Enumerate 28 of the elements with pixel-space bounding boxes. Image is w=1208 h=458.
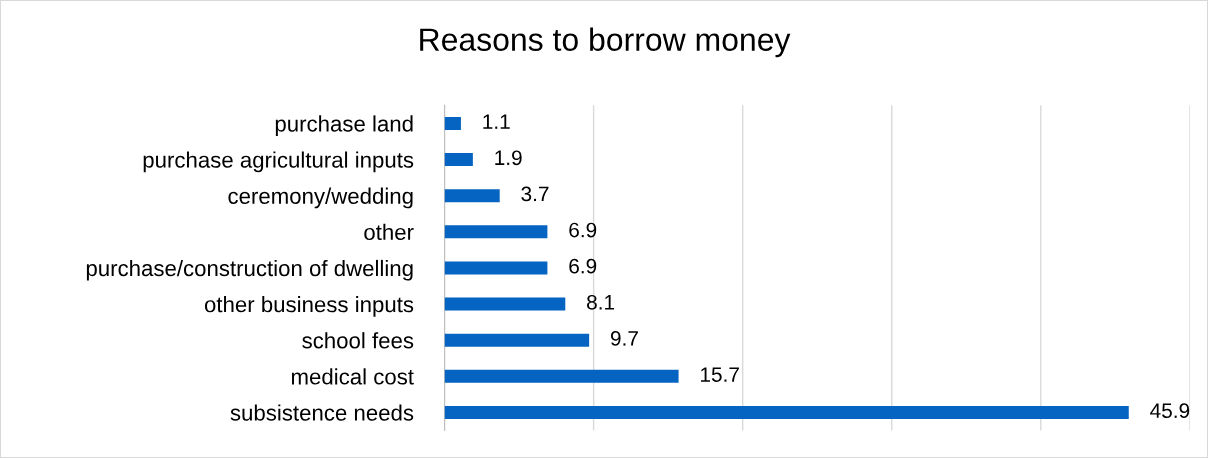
y-tick-label: medical cost <box>291 368 414 385</box>
data-label: 1.1 <box>483 114 510 129</box>
y-tick-label: other business inputs <box>204 296 414 317</box>
chart-title: Reasons to borrow money <box>420 27 791 58</box>
bar <box>444 297 566 311</box>
data-label: 1.9 <box>495 150 522 166</box>
y-tick-label: purchase land <box>275 115 413 137</box>
data-label: 15.7 <box>701 367 739 382</box>
y-tick-label: purchase/construction of dwelling <box>86 259 413 281</box>
bar <box>444 369 679 383</box>
bar <box>444 405 1129 419</box>
data-label: 3.7 <box>521 186 549 202</box>
bar <box>444 116 461 130</box>
bar <box>444 189 500 203</box>
data-label: 45.9 <box>1150 403 1190 419</box>
data-label: 6.9 <box>569 222 597 238</box>
y-tick-label: school fees <box>302 332 414 349</box>
bar <box>444 225 548 239</box>
data-label: 6.9 <box>569 258 597 274</box>
bar <box>444 261 548 275</box>
bar <box>444 153 473 167</box>
y-tick-label: other <box>364 223 414 241</box>
y-tick-label: ceremony/wedding <box>228 187 413 209</box>
y-tick-label: purchase agricultural inputs <box>143 151 414 173</box>
data-label: 8.1 <box>587 294 615 310</box>
y-tick-label: subsistence needs <box>230 404 414 421</box>
bar <box>444 333 590 347</box>
data-label: 9.7 <box>610 331 638 346</box>
